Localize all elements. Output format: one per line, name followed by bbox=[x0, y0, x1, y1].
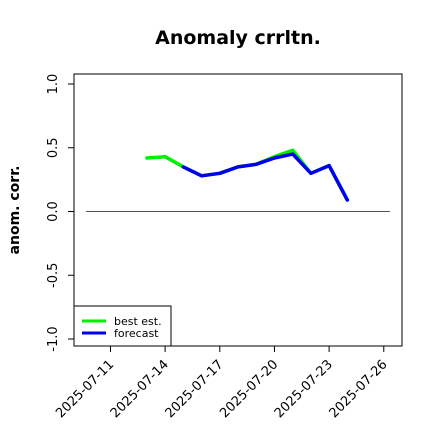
legend-label-best-est: best est. bbox=[114, 315, 162, 328]
series-line-0 bbox=[145, 148, 350, 202]
legend-box bbox=[73, 305, 172, 347]
series-layer bbox=[145, 148, 350, 202]
y-tick-label: 0.5 bbox=[46, 137, 61, 158]
x-tick-label: 2025-07-26 bbox=[327, 357, 391, 421]
y-axis-label: anom. corr. bbox=[7, 166, 23, 255]
chart-title: Anomaly crrltn. bbox=[155, 27, 321, 49]
y-ticks: -1.0 -0.5 0.0 0.5 1.0 bbox=[46, 74, 74, 352]
y-tick-label: 0.0 bbox=[46, 201, 61, 222]
y-tick-label: 1.0 bbox=[46, 74, 61, 95]
legend-label-forecast: forecast bbox=[114, 327, 159, 340]
series-line-1 bbox=[181, 152, 350, 202]
y-tick-label: -0.5 bbox=[46, 263, 61, 288]
x-ticks: 2025-07-112025-07-142025-07-172025-07-20… bbox=[53, 346, 391, 421]
plot-frame bbox=[73, 73, 403, 347]
y-tick-label: -1.0 bbox=[46, 326, 61, 351]
legend: best est. forecast bbox=[73, 305, 172, 347]
